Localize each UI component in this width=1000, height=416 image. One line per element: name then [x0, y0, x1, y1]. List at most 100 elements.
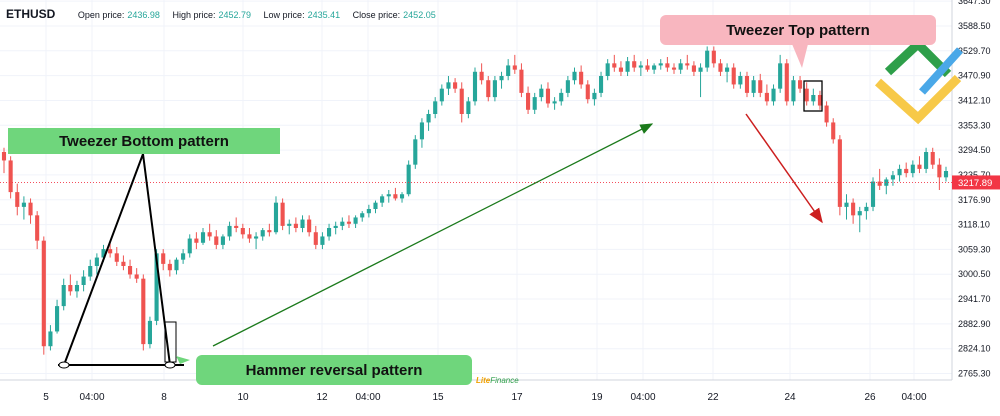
tweezer-top-box: [803, 80, 823, 112]
candle-body: [778, 63, 783, 89]
candle-body: [326, 228, 332, 237]
hammer-callout: Hammer reversal pattern: [196, 355, 472, 385]
close-label: Close price:: [352, 10, 401, 20]
candle-body: [227, 225, 232, 237]
hammer-box: [164, 321, 177, 363]
candle-body: [340, 221, 345, 226]
x-tick-label: 04:00: [79, 392, 104, 403]
open-value: 2436.98: [127, 10, 160, 20]
candle-body: [141, 278, 146, 345]
candle-body: [254, 236, 259, 239]
candle-body: [685, 63, 690, 66]
candle-body: [744, 76, 750, 93]
candle-body: [147, 320, 153, 345]
candle-body: [154, 253, 159, 321]
candle-body: [572, 71, 577, 81]
candle-body: [605, 63, 610, 76]
candle-body: [771, 88, 776, 102]
candle-body: [134, 274, 139, 279]
candle-body: [658, 63, 663, 66]
candle-body: [320, 236, 325, 245]
candle-body: [313, 232, 318, 245]
axes: 3647.30 3588.50 3529.70 3470.90 3412.10 3353.…: [0, 0, 1000, 403]
candle-body: [711, 50, 716, 64]
candle-body: [552, 101, 557, 104]
x-tick-label: 17: [511, 392, 523, 403]
x-tick-label: 15: [432, 392, 444, 403]
candle-body: [539, 88, 544, 98]
x-tick-label: 8: [161, 392, 167, 403]
candle-body: [234, 225, 239, 228]
current-price-badge: [952, 175, 1000, 190]
uptrend-arrow: [212, 123, 654, 347]
candle-body: [214, 236, 219, 245]
candle-body: [758, 80, 763, 93]
tweezer-low-marker: [164, 361, 176, 369]
candle-body: [797, 80, 803, 89]
y-tick-label: 3176.90: [958, 195, 991, 205]
candle-body: [532, 97, 537, 110]
y-tick-label: 3353.30: [958, 120, 991, 130]
candle-body: [592, 92, 597, 100]
candle-body: [904, 168, 909, 174]
candle-body: [764, 92, 769, 102]
y-tick-label: 3529.70: [958, 46, 991, 56]
y-tick-label: 3118.10: [958, 220, 990, 230]
candle-body: [545, 88, 551, 104]
candle-body: [817, 95, 823, 106]
brand-part2: Finance: [490, 376, 519, 385]
tweezer-top-callout-pointer: [792, 44, 808, 68]
candle-body: [161, 253, 166, 264]
candle-body: [466, 101, 471, 114]
candle-body: [21, 202, 26, 207]
candle-body: [446, 82, 451, 89]
candle-body: [910, 164, 915, 174]
candle-body: [8, 160, 13, 193]
candle-body: [307, 219, 312, 233]
candle-body: [837, 139, 842, 207]
candle-body: [884, 179, 889, 186]
candle-body: [857, 211, 862, 216]
candle-body: [598, 76, 604, 93]
candle-body: [804, 88, 809, 102]
symbol-label: ETHUSD: [6, 7, 56, 21]
candle-body: [612, 63, 617, 68]
candle-body: [260, 230, 265, 237]
candle-body: [864, 206, 869, 212]
x-tick-label: 22: [707, 392, 719, 403]
candle-body: [419, 122, 424, 140]
candle-body: [353, 217, 358, 224]
candle-body: [68, 285, 73, 292]
candle-body: [273, 202, 279, 233]
candle-body: [240, 228, 245, 235]
candle-body: [559, 92, 564, 102]
candle-body: [453, 82, 458, 89]
candle-body: [346, 221, 352, 224]
x-tick-label: 24: [784, 392, 796, 403]
y-tick-label: 3235.70: [958, 170, 991, 180]
candle-body: [565, 80, 570, 93]
candle-body: [181, 253, 186, 260]
candle-body: [479, 71, 484, 81]
tweezer-bottom-callout: Tweezer Bottom pattern: [8, 128, 280, 154]
candle-body: [877, 181, 882, 186]
candle-body: [55, 306, 60, 332]
logo-yellow-stroke: [874, 74, 962, 125]
tweezer-bottom-triangle: [63, 153, 171, 366]
candle-body: [101, 249, 106, 258]
x-tick-label: 26: [864, 392, 876, 403]
candle-body: [406, 164, 411, 195]
candles: [1, 46, 949, 355]
candle-body: [851, 202, 856, 216]
candle-body: [127, 266, 133, 275]
high-label: High price:: [172, 10, 216, 20]
litefinance-logo: [874, 37, 963, 125]
candle-body: [917, 164, 922, 169]
y-tick-label: 3412.10: [958, 95, 991, 105]
candle-body: [579, 71, 584, 85]
candle-body: [738, 76, 743, 85]
candle-body: [194, 238, 199, 243]
candle-body: [433, 101, 438, 114]
candle-body: [625, 61, 630, 72]
candle-body: [88, 266, 93, 277]
